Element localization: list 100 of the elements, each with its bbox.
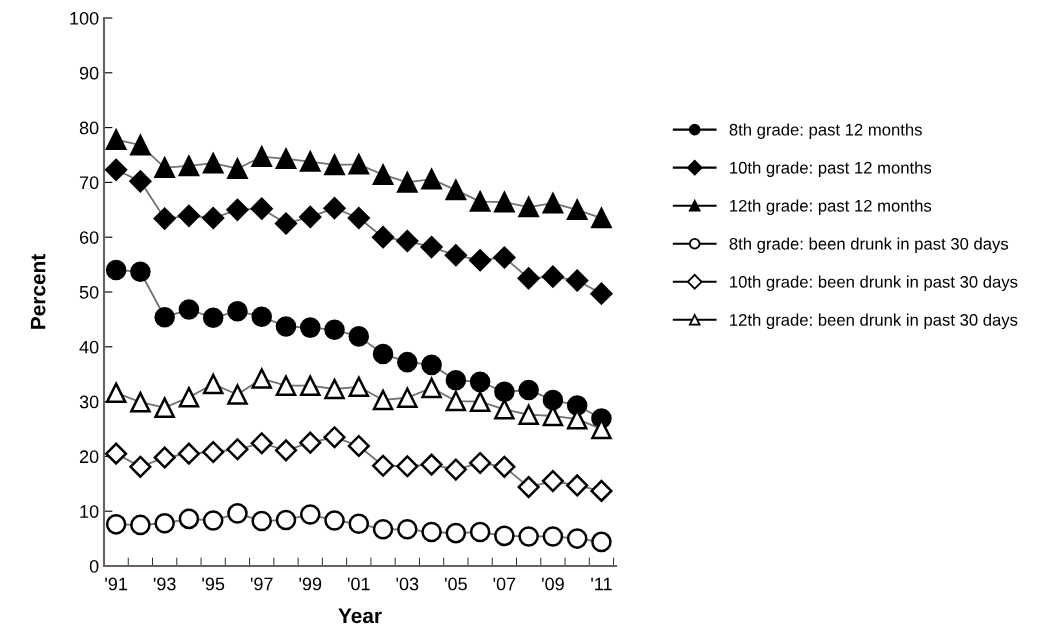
point [494, 191, 515, 213]
point [299, 431, 322, 454]
x-tick-label: '99 [299, 577, 322, 591]
point [227, 384, 248, 405]
point [396, 455, 419, 478]
x-tick-label: '11 [591, 577, 612, 591]
legend-label: 12th grade: past 12 months [730, 199, 932, 215]
point [494, 398, 515, 420]
point [397, 351, 418, 373]
point [105, 442, 128, 465]
point [494, 525, 515, 547]
point [421, 521, 442, 543]
point [177, 204, 200, 227]
point [274, 212, 298, 235]
point [275, 509, 297, 531]
point [226, 438, 249, 461]
point [275, 375, 297, 396]
point [154, 397, 175, 418]
point [372, 343, 394, 365]
point [105, 158, 128, 181]
point [420, 453, 443, 476]
y-tick-label: 10 [80, 505, 99, 518]
point [154, 512, 175, 534]
y-axis-title: Percent [30, 254, 46, 329]
point [299, 151, 321, 172]
point [202, 152, 224, 174]
point [542, 192, 564, 214]
point [130, 261, 151, 282]
point [227, 158, 248, 179]
point [397, 172, 418, 193]
x-tick-label: '05 [445, 577, 467, 591]
point [129, 455, 152, 478]
point [178, 508, 200, 530]
x-tick-label: '97 [250, 577, 273, 591]
point [202, 206, 225, 230]
x-tick-label: '95 [202, 577, 225, 591]
point [250, 197, 273, 220]
point [469, 249, 492, 272]
point [566, 528, 588, 549]
point [518, 379, 539, 401]
y-tick-label: 90 [79, 66, 99, 80]
point [372, 164, 394, 186]
point [202, 307, 224, 329]
point [130, 391, 151, 413]
legend-label: 8th grade: past 12 months [729, 123, 922, 139]
point [348, 513, 370, 535]
point [372, 519, 394, 540]
point [275, 148, 297, 170]
point [469, 191, 491, 212]
point [299, 205, 322, 228]
point [177, 442, 200, 465]
point [251, 368, 272, 389]
point [445, 369, 467, 391]
point [202, 510, 224, 531]
point [299, 375, 321, 396]
x-axis-title: Year [338, 608, 382, 624]
point [591, 531, 612, 553]
point [251, 306, 272, 327]
point [226, 198, 249, 221]
point [178, 386, 200, 408]
x-tick-label: '09 [542, 577, 564, 591]
point [348, 154, 370, 175]
point [324, 378, 345, 400]
point [421, 377, 442, 399]
y-tick-label: 0 [89, 559, 99, 573]
point [129, 170, 152, 193]
y-tick-label: 80 [79, 121, 99, 135]
point [445, 179, 467, 201]
point [541, 265, 564, 288]
point [105, 259, 127, 281]
y-tick-label: 60 [79, 231, 99, 244]
point [421, 168, 442, 190]
y-tick-label: 100 [70, 11, 99, 25]
point [566, 474, 589, 497]
legend-label: 10th grade: been drunk in past 30 days [730, 275, 1018, 292]
point [590, 479, 613, 502]
point [542, 526, 564, 547]
point [250, 432, 273, 455]
point [347, 434, 370, 458]
point [178, 155, 200, 177]
point [371, 454, 395, 477]
point [518, 526, 539, 547]
x-tick-label: '93 [153, 577, 176, 591]
point [154, 306, 175, 328]
point [227, 503, 248, 524]
point [421, 354, 442, 376]
point [469, 371, 491, 393]
point [518, 196, 539, 218]
point [324, 319, 345, 341]
point [541, 469, 564, 493]
point [444, 458, 467, 481]
point [590, 282, 613, 305]
point [445, 390, 467, 412]
point [444, 244, 467, 267]
y-tick-label: 40 [79, 340, 99, 354]
point [397, 387, 418, 409]
point [202, 373, 224, 395]
x-tick-label: '01 [347, 577, 370, 591]
point [299, 504, 321, 525]
point [323, 197, 346, 220]
